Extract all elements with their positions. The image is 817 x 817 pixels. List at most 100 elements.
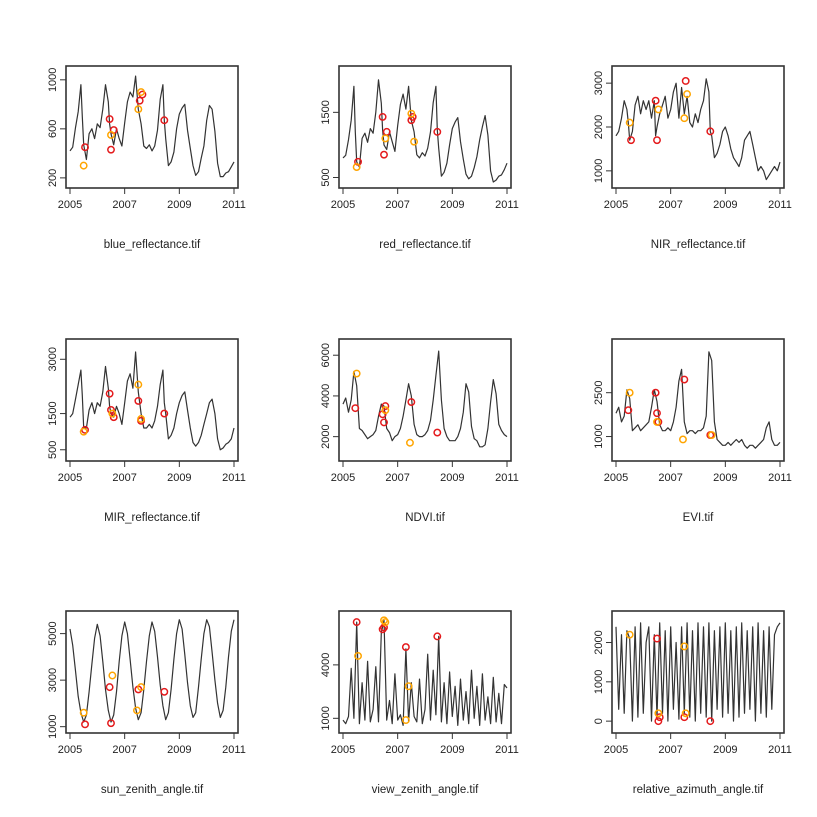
red-outlier-point bbox=[655, 713, 664, 722]
x-tick-label: 2005 bbox=[58, 199, 82, 211]
x-tick-label: 2005 bbox=[331, 472, 355, 484]
orange-outlier-point bbox=[625, 630, 634, 639]
orange-outlier-point bbox=[654, 105, 663, 114]
red-outlier-point bbox=[351, 404, 360, 413]
x-tick-label: 2005 bbox=[331, 199, 355, 211]
panel-6: 2005 2007 2009 2011 1000 2500 EVI.tif bbox=[593, 338, 792, 524]
x-tick-label: 2009 bbox=[713, 744, 737, 756]
orange-outlier-point bbox=[679, 435, 687, 444]
orange-outlier-point bbox=[625, 388, 634, 397]
red-outlier-point bbox=[107, 719, 115, 728]
x-tick-label: 2009 bbox=[167, 199, 191, 211]
x-tick-label: 2007 bbox=[385, 744, 409, 756]
x-axis-label: red_reflectance.tif bbox=[379, 239, 471, 251]
orange-outlier-point bbox=[107, 131, 115, 139]
y-tick-label: 200 bbox=[47, 169, 59, 187]
y-tick-label: 2500 bbox=[593, 380, 605, 404]
red-outlier-point bbox=[160, 687, 169, 696]
series-line bbox=[342, 350, 508, 448]
y-tick-label: 1500 bbox=[47, 401, 59, 425]
panel-8: 2005 2007 2009 2011 1000 4000 view_zenith_angl… bbox=[320, 610, 519, 796]
series-line bbox=[342, 79, 508, 183]
orange-outlier-point bbox=[653, 417, 661, 426]
y-tick-label: 1000 bbox=[593, 159, 605, 183]
y-tick-label: 4000 bbox=[320, 384, 332, 408]
orange-outlier-point bbox=[381, 406, 390, 415]
orange-outlier-point bbox=[654, 709, 663, 718]
orange-outlier-point bbox=[134, 380, 143, 389]
y-tick-label: 500 bbox=[320, 168, 332, 186]
orange-outlier-point bbox=[380, 616, 388, 625]
x-tick-label: 2011 bbox=[768, 472, 792, 484]
y-tick-label: 600 bbox=[47, 120, 59, 138]
orange-outlier-point bbox=[680, 642, 689, 651]
series-line bbox=[69, 619, 235, 723]
x-tick-label: 2009 bbox=[167, 472, 191, 484]
x-axis-label: view_zenith_angle.tif bbox=[372, 784, 480, 796]
orange-outlier-point bbox=[625, 118, 634, 127]
orange-outlier-point bbox=[354, 652, 362, 660]
plot-frame bbox=[65, 65, 239, 189]
orange-outlier-point bbox=[137, 683, 146, 692]
series-line bbox=[69, 351, 235, 451]
x-tick-label: 2009 bbox=[713, 472, 737, 484]
x-axis-label: relative_azimuth_angle.tif bbox=[633, 784, 764, 796]
orange-outlier-point bbox=[79, 427, 88, 436]
red-outlier-point bbox=[680, 375, 689, 384]
y-tick-label: 5000 bbox=[47, 621, 59, 645]
x-tick-label: 2005 bbox=[604, 744, 628, 756]
x-tick-label: 2005 bbox=[604, 472, 628, 484]
y-tick-label: 1000 bbox=[320, 706, 332, 730]
red-outlier-point bbox=[433, 127, 442, 136]
orange-outlier-point bbox=[381, 618, 390, 627]
x-axis-label: MIR_reflectance.tif bbox=[104, 512, 201, 524]
series-line bbox=[342, 619, 508, 727]
red-outlier-point bbox=[401, 643, 410, 652]
plot-frame bbox=[338, 65, 512, 189]
red-outlier-point bbox=[135, 96, 144, 105]
red-outlier-point bbox=[680, 713, 689, 722]
x-tick-label: 2011 bbox=[222, 744, 246, 756]
orange-outlier-point bbox=[108, 409, 117, 418]
x-tick-label: 2009 bbox=[440, 199, 464, 211]
orange-outlier-point bbox=[134, 105, 143, 114]
y-tick-label: 3000 bbox=[47, 668, 59, 692]
y-tick-label: 500 bbox=[47, 441, 59, 459]
x-tick-label: 2007 bbox=[658, 472, 682, 484]
red-outlier-point bbox=[81, 143, 89, 152]
orange-outlier-point bbox=[407, 109, 416, 118]
x-tick-label: 2011 bbox=[222, 472, 246, 484]
x-tick-label: 2007 bbox=[112, 199, 136, 211]
orange-outlier-point bbox=[137, 88, 146, 97]
x-tick-label: 2009 bbox=[440, 744, 464, 756]
red-outlier-point bbox=[134, 396, 143, 405]
red-outlier-point bbox=[433, 428, 442, 437]
x-tick-label: 2005 bbox=[331, 744, 355, 756]
red-outlier-point bbox=[105, 389, 114, 398]
orange-outlier-point bbox=[79, 708, 88, 717]
red-outlier-point bbox=[681, 77, 690, 85]
panel-7: 2005 2007 2009 2011 1000 3000 5000 sun_zenith_a… bbox=[47, 610, 246, 796]
x-tick-label: 2011 bbox=[768, 199, 792, 211]
orange-outlier-point bbox=[401, 716, 410, 725]
red-outlier-point bbox=[378, 625, 387, 634]
series-line bbox=[615, 351, 781, 449]
x-tick-label: 2009 bbox=[167, 744, 191, 756]
y-tick-label: 1500 bbox=[320, 100, 332, 124]
y-tick-label: 2000 bbox=[320, 424, 332, 448]
red-outlier-point bbox=[378, 112, 387, 121]
orange-outlier-point bbox=[352, 163, 361, 172]
x-tick-label: 2007 bbox=[658, 199, 682, 211]
orange-outlier-point bbox=[680, 114, 689, 123]
panel-3: 2005 2007 2009 2011 1000 2000 3000 NIR_reflecta… bbox=[593, 65, 792, 251]
y-tick-label: 2000 bbox=[593, 630, 605, 654]
x-tick-label: 2009 bbox=[713, 199, 737, 211]
red-outlier-point bbox=[706, 127, 715, 136]
panel-5: 2005 2007 2009 2011 2000 4000 6000 NDVI.tif bbox=[320, 338, 519, 524]
plot-frame bbox=[611, 338, 785, 462]
x-tick-label: 2005 bbox=[604, 199, 628, 211]
x-tick-label: 2011 bbox=[495, 744, 519, 756]
x-tick-label: 2007 bbox=[658, 744, 682, 756]
x-tick-label: 2009 bbox=[440, 472, 464, 484]
